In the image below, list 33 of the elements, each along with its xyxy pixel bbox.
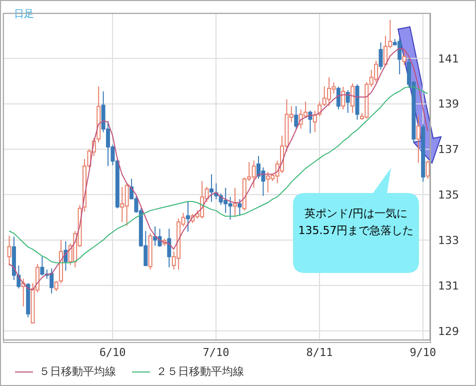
y-tick-label: 129 (438, 324, 459, 338)
candlestick (294, 106, 298, 130)
candlestick (378, 42, 383, 70)
candlestick (7, 235, 12, 266)
candlestick (153, 226, 158, 246)
candlestick (350, 82, 355, 114)
y-tick-label: 135 (438, 188, 459, 202)
candlestick (209, 174, 214, 202)
legend-label: ５日移動平均線 (39, 364, 116, 379)
x-tick-label: 9/10 (410, 346, 436, 359)
x-tick-label: 8/11 (306, 346, 333, 359)
y-tick-label: 137 (438, 143, 459, 156)
candlestick (232, 187, 237, 218)
candlestick (336, 86, 340, 110)
line-series (8, 86, 428, 264)
candlestick (167, 228, 172, 268)
y-tick-label: 131 (438, 279, 459, 292)
annotation: 英ポンド/円は一気に135.57円まで急落した (297, 206, 415, 239)
candlestick (346, 90, 350, 114)
candlestick (238, 198, 242, 216)
candlestick (341, 86, 346, 110)
x-tick-label: 7/10 (202, 346, 230, 359)
legend-label: ２５日移動平均線 (156, 364, 244, 379)
y-tick-label: 141 (438, 52, 459, 66)
candlestick (54, 280, 58, 292)
y-tick-label: 133 (438, 234, 459, 247)
candlestick (416, 114, 420, 164)
candlestick (308, 110, 312, 134)
candlestick (186, 201, 190, 232)
candlestick (312, 110, 317, 133)
x-tick-label: 6/10 (99, 346, 126, 359)
candlestick (402, 48, 406, 66)
y-tick-label: 139 (438, 98, 459, 111)
